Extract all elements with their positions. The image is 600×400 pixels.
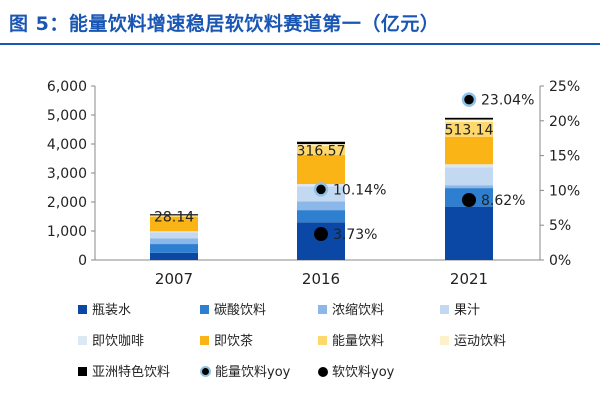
y-tick-label: 1,000 bbox=[47, 224, 87, 240]
bar-segment bbox=[150, 216, 198, 232]
softdrink-yoy-label: 8.62% bbox=[481, 193, 525, 209]
bar-segment bbox=[150, 231, 198, 233]
bar-segment bbox=[297, 141, 345, 145]
bar-segment bbox=[150, 238, 198, 245]
bar-data-label: 28.14 bbox=[154, 209, 194, 225]
bar-segment bbox=[445, 167, 493, 186]
bar-segment bbox=[445, 119, 493, 122]
bar-segment bbox=[297, 210, 345, 223]
bar-segment bbox=[150, 215, 198, 216]
y2-tick-label: 15% bbox=[549, 149, 580, 165]
y-tick-label: 4,000 bbox=[47, 137, 87, 153]
y2-tick-label: 0% bbox=[549, 253, 571, 269]
y-tick-label: 3,000 bbox=[47, 166, 87, 182]
y2-tick-label: 10% bbox=[549, 183, 580, 199]
y-tick-label: 6,000 bbox=[47, 79, 87, 95]
bar-data-label: 316.57 bbox=[297, 143, 346, 159]
x-tick-label: 2021 bbox=[450, 270, 488, 288]
bar-segment bbox=[150, 214, 198, 216]
energy-yoy-point bbox=[461, 92, 477, 107]
bar-segment bbox=[297, 201, 345, 211]
energy-yoy-label: 10.14% bbox=[333, 182, 386, 198]
chart-title: 图 5：能量饮料增速稳居软饮料赛道第一（亿元） bbox=[9, 13, 440, 35]
softdrink-yoy-point bbox=[462, 193, 476, 208]
bar-segment bbox=[445, 117, 493, 120]
bar-segment bbox=[445, 164, 493, 168]
x-tick-label: 2007 bbox=[155, 270, 193, 288]
bar-segment bbox=[445, 136, 493, 165]
energy-yoy-point bbox=[313, 182, 329, 197]
bar-segment bbox=[297, 145, 345, 156]
bar-segment bbox=[445, 206, 493, 260]
y-tick-label: 5,000 bbox=[47, 108, 87, 124]
bar-segment bbox=[150, 244, 198, 253]
title-bar: 图 5：能量饮料增速稳居软饮料赛道第一（亿元） bbox=[0, 0, 600, 45]
y2-tick-label: 20% bbox=[549, 114, 580, 130]
bar-segment bbox=[297, 144, 345, 146]
softdrink-yoy-point bbox=[314, 227, 328, 242]
y-tick-label: 0 bbox=[78, 253, 87, 269]
title-underline bbox=[0, 43, 600, 45]
bar-segment bbox=[150, 252, 198, 260]
bar-data-label: 513.14 bbox=[445, 122, 494, 138]
energy-yoy-label: 23.04% bbox=[481, 93, 534, 109]
y2-tick-label: 25% bbox=[549, 79, 580, 95]
y-tick-label: 2,000 bbox=[47, 195, 87, 211]
softdrink-yoy-label: 3.73% bbox=[333, 227, 377, 243]
bar-segment bbox=[150, 215, 198, 217]
bar-segment bbox=[445, 185, 493, 189]
y2-tick-label: 5% bbox=[549, 218, 571, 234]
bar-segment bbox=[150, 232, 198, 239]
bar-segment bbox=[445, 121, 493, 137]
x-tick-label: 2016 bbox=[302, 270, 340, 288]
bar-segment bbox=[297, 155, 345, 185]
